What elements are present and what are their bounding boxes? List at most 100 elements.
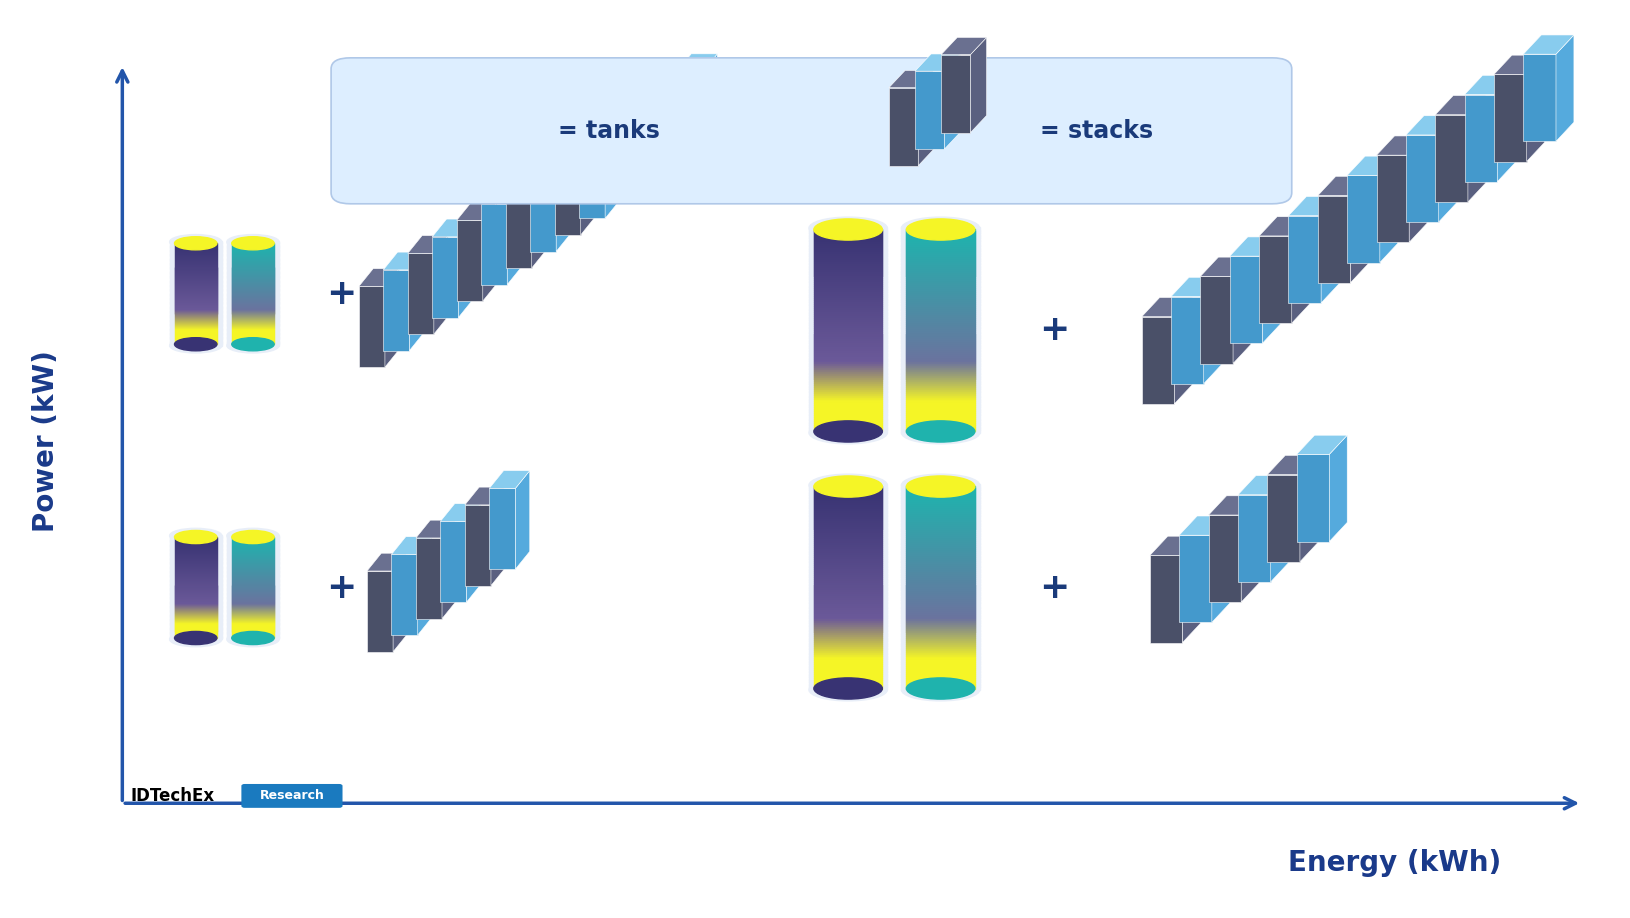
- Polygon shape: [1240, 496, 1258, 602]
- Bar: [906, 532, 975, 535]
- Bar: [174, 612, 217, 614]
- Bar: [227, 548, 279, 550]
- Bar: [227, 630, 279, 632]
- Bar: [813, 565, 882, 567]
- Bar: [174, 610, 217, 611]
- Bar: [808, 265, 887, 269]
- Bar: [227, 546, 279, 549]
- Bar: [434, 108, 479, 110]
- Polygon shape: [1149, 536, 1200, 555]
- Bar: [813, 322, 882, 324]
- Bar: [482, 140, 528, 141]
- Bar: [901, 615, 980, 618]
- Bar: [170, 549, 222, 551]
- Bar: [901, 337, 980, 341]
- Bar: [174, 325, 217, 326]
- Bar: [901, 678, 980, 682]
- Bar: [174, 591, 217, 593]
- Bar: [906, 682, 975, 685]
- Bar: [482, 141, 528, 143]
- Bar: [906, 366, 975, 369]
- Polygon shape: [603, 121, 629, 202]
- Bar: [808, 378, 887, 382]
- Bar: [813, 284, 882, 286]
- Bar: [813, 620, 882, 621]
- Bar: [813, 589, 882, 591]
- Bar: [438, 101, 474, 102]
- Bar: [227, 575, 279, 577]
- Bar: [231, 576, 274, 577]
- Bar: [170, 558, 222, 560]
- Bar: [906, 263, 975, 266]
- Bar: [808, 314, 887, 318]
- Bar: [901, 489, 980, 493]
- Bar: [487, 145, 523, 146]
- Bar: [174, 552, 217, 554]
- Bar: [174, 321, 217, 323]
- Bar: [813, 630, 882, 632]
- Bar: [813, 235, 882, 238]
- Bar: [901, 668, 980, 672]
- Bar: [227, 294, 279, 297]
- Bar: [174, 609, 217, 610]
- Bar: [901, 651, 980, 654]
- Bar: [906, 429, 975, 431]
- Bar: [813, 233, 882, 236]
- Bar: [227, 308, 279, 309]
- Bar: [170, 596, 222, 598]
- Bar: [434, 102, 479, 104]
- Bar: [170, 318, 222, 319]
- Bar: [170, 290, 222, 293]
- Bar: [901, 633, 980, 636]
- Bar: [438, 105, 474, 106]
- Bar: [231, 540, 274, 541]
- Bar: [227, 325, 279, 328]
- Bar: [482, 133, 528, 135]
- Bar: [906, 654, 975, 656]
- Bar: [438, 123, 474, 124]
- Bar: [813, 487, 882, 488]
- Bar: [808, 541, 887, 544]
- Bar: [174, 595, 217, 597]
- Polygon shape: [1270, 476, 1288, 582]
- Bar: [906, 662, 975, 665]
- Bar: [227, 599, 279, 602]
- Bar: [813, 348, 882, 351]
- Bar: [808, 492, 887, 496]
- Polygon shape: [1288, 196, 1338, 216]
- Bar: [174, 341, 217, 343]
- Bar: [906, 417, 975, 420]
- Polygon shape: [1203, 277, 1221, 384]
- Bar: [813, 541, 882, 543]
- Polygon shape: [489, 471, 530, 488]
- Bar: [901, 487, 980, 490]
- Bar: [901, 677, 980, 679]
- Bar: [227, 249, 279, 251]
- Ellipse shape: [227, 529, 279, 543]
- Bar: [170, 597, 222, 599]
- Bar: [434, 157, 479, 159]
- Bar: [227, 306, 279, 308]
- Bar: [434, 150, 479, 151]
- Bar: [231, 272, 274, 274]
- Ellipse shape: [238, 533, 261, 541]
- Bar: [808, 509, 887, 513]
- Bar: [901, 401, 980, 405]
- Bar: [227, 545, 279, 547]
- Bar: [438, 157, 474, 158]
- Bar: [901, 373, 980, 376]
- Bar: [808, 238, 887, 241]
- Bar: [174, 291, 217, 293]
- Polygon shape: [531, 170, 546, 268]
- Bar: [231, 326, 274, 327]
- Bar: [482, 125, 528, 127]
- Bar: [174, 630, 217, 631]
- Bar: [901, 307, 980, 310]
- Bar: [901, 556, 980, 559]
- Bar: [487, 98, 523, 99]
- Polygon shape: [1288, 216, 1320, 303]
- Bar: [901, 551, 980, 554]
- Polygon shape: [580, 137, 595, 235]
- Bar: [813, 645, 882, 648]
- Bar: [174, 574, 217, 576]
